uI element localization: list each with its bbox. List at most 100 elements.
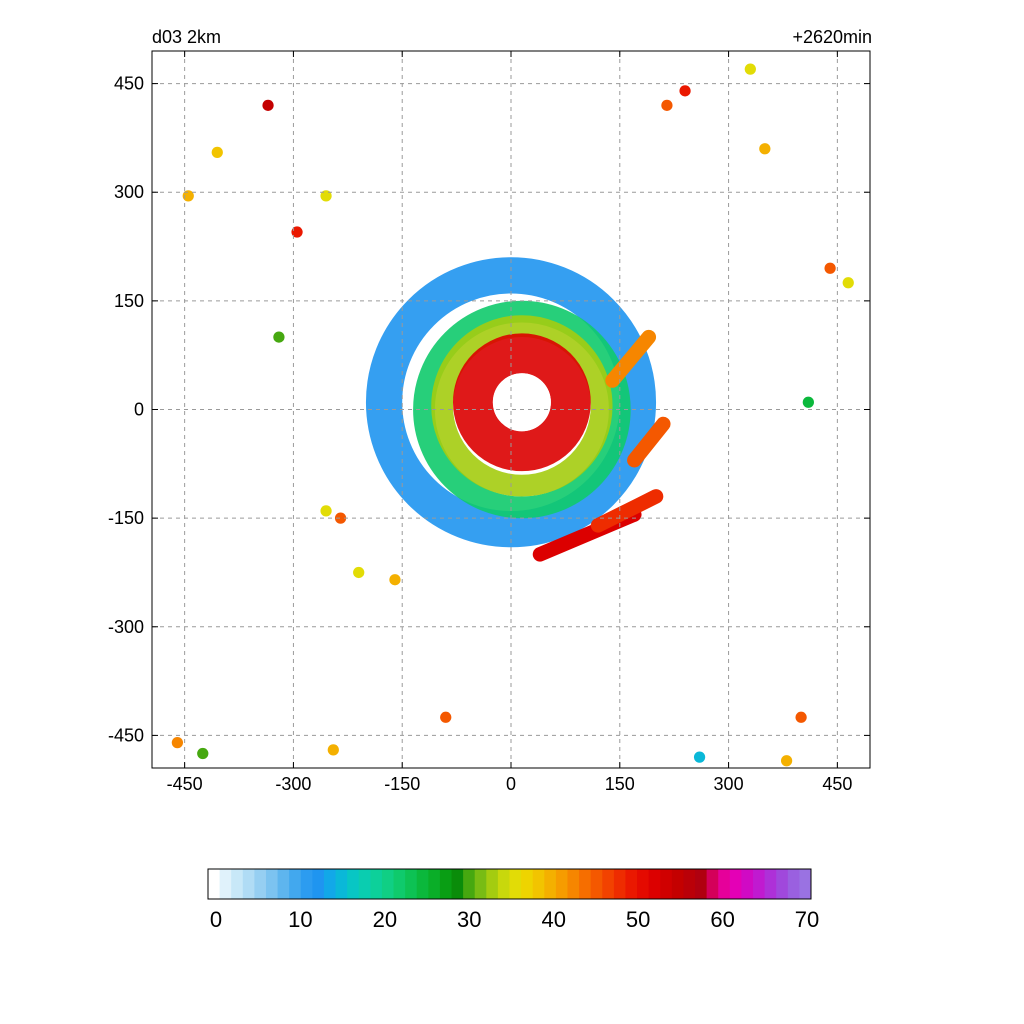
convective-cell — [334, 512, 347, 524]
colorbar-tick-label: 30 — [457, 907, 481, 932]
colorbar-swatch — [532, 869, 545, 899]
colorbar-swatch — [648, 869, 661, 899]
colorbar-swatch — [602, 869, 615, 899]
colorbar-swatch — [764, 869, 777, 899]
convective-cell — [842, 277, 854, 289]
colorbar-swatch — [289, 869, 302, 899]
convective-cell — [327, 744, 339, 756]
colorbar-swatch — [706, 869, 719, 899]
colorbar-swatch — [416, 869, 429, 899]
x-tick-label: 150 — [605, 774, 635, 794]
convective-cell — [211, 146, 223, 159]
convective-cell — [389, 574, 401, 586]
colorbar-swatch — [683, 869, 696, 899]
x-tick-label: 300 — [714, 774, 744, 794]
convective-cell — [795, 711, 807, 723]
colorbar-swatch — [439, 869, 453, 899]
colorbar-tick-label: 40 — [541, 907, 565, 932]
axis-ticks: -450 -300 -150 0 150 300 450 -450 -300 -150 0 150 30… — [108, 51, 870, 794]
colorbar-swatch — [370, 869, 383, 899]
rain-band — [605, 329, 657, 388]
colorbar-swatch — [660, 869, 673, 899]
convective-cell — [273, 331, 285, 343]
convective-cell — [802, 396, 814, 408]
colorbar-swatch — [521, 869, 534, 899]
rain-band — [627, 416, 671, 468]
storm-eye — [492, 373, 551, 432]
colorbar-swatch — [428, 869, 441, 899]
convective-cell — [353, 566, 365, 579]
colorbar-swatch — [637, 869, 650, 899]
colorbar-swatch — [312, 869, 325, 899]
convective-cell — [440, 711, 452, 723]
convective-cell — [320, 190, 332, 202]
x-tick-label: -150 — [384, 774, 420, 794]
colorbar-swatch — [242, 869, 255, 899]
convective-cell — [824, 262, 836, 274]
convective-cell — [320, 505, 332, 517]
colorbar: 0 10 20 30 40 50 60 70 — [207, 868, 819, 932]
colorbar-swatch — [729, 869, 742, 899]
echo-ring — [431, 315, 613, 497]
y-tick-label: -300 — [108, 617, 144, 637]
colorbar-tick-label: 50 — [626, 907, 650, 932]
colorbar-swatch — [405, 869, 418, 899]
x-tick-label: -300 — [275, 774, 311, 794]
convective-cell — [197, 747, 209, 760]
colorbar-swatch — [474, 869, 487, 899]
colorbar-swatch — [753, 869, 766, 899]
colorbar-frame — [207, 868, 812, 900]
y-tick-label: 450 — [114, 74, 144, 94]
colorbar-swatch — [555, 869, 568, 899]
colorbar-swatch — [590, 869, 603, 899]
colorbar-swatch — [787, 869, 800, 899]
colorbar-tick-label: 70 — [795, 907, 819, 932]
colorbar-swatch — [323, 869, 337, 899]
colorbar-swatch — [358, 869, 371, 899]
colorbar-swatch — [208, 869, 221, 899]
colorbar-swatch — [613, 869, 626, 899]
colorbar-swatch — [509, 869, 522, 899]
time-label: +2620min — [792, 27, 872, 47]
colorbar-swatch — [300, 869, 313, 899]
y-tick-label: 150 — [114, 291, 144, 311]
convective-cell — [780, 755, 793, 767]
convective-cell — [693, 751, 706, 763]
colorbar-swatch — [799, 869, 812, 899]
colorbar-swatch — [776, 869, 789, 899]
colorbar-swatch — [718, 869, 731, 899]
rain-band — [590, 489, 664, 533]
y-tick-label: 300 — [114, 182, 144, 202]
colorbar-swatch — [231, 869, 244, 899]
colorbar-swatch — [497, 869, 510, 899]
domain-label: d03 2km — [152, 27, 222, 47]
colorbar-swatch — [579, 869, 592, 899]
colorbar-tick-label: 10 — [288, 907, 312, 932]
y-tick-label: -450 — [108, 725, 144, 745]
colorbar-tick-label: 60 — [710, 907, 734, 932]
colorbar-swatch — [463, 869, 476, 899]
convective-cell — [182, 190, 194, 202]
convective-cell — [679, 85, 691, 97]
x-tick-label: -450 — [167, 774, 203, 794]
colorbar-swatch — [671, 869, 684, 899]
colorbar-swatch — [393, 869, 406, 899]
convective-cell — [661, 99, 673, 111]
colorbar-tick-label: 0 — [210, 907, 222, 932]
colorbar-swatch — [254, 869, 267, 899]
convective-cell — [744, 63, 756, 75]
colorbar-swatch — [625, 869, 638, 899]
convective-cell — [262, 99, 274, 111]
colorbar-tick-label: 20 — [373, 907, 397, 932]
colorbar-swatch — [741, 869, 754, 899]
colorbar-swatch — [335, 869, 348, 899]
colorbar-swatch — [567, 869, 580, 899]
colorbar-swatch — [381, 869, 395, 899]
colorbar-swatch — [265, 869, 279, 899]
x-tick-label: 0 — [506, 774, 516, 794]
convective-cell — [291, 226, 303, 238]
colorbar-swatch — [544, 869, 557, 899]
colorbar-swatch — [695, 869, 708, 899]
y-tick-label: 0 — [134, 400, 144, 420]
